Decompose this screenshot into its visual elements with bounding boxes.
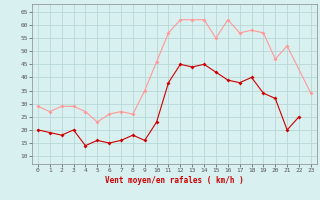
X-axis label: Vent moyen/en rafales ( km/h ): Vent moyen/en rafales ( km/h ) — [105, 176, 244, 185]
